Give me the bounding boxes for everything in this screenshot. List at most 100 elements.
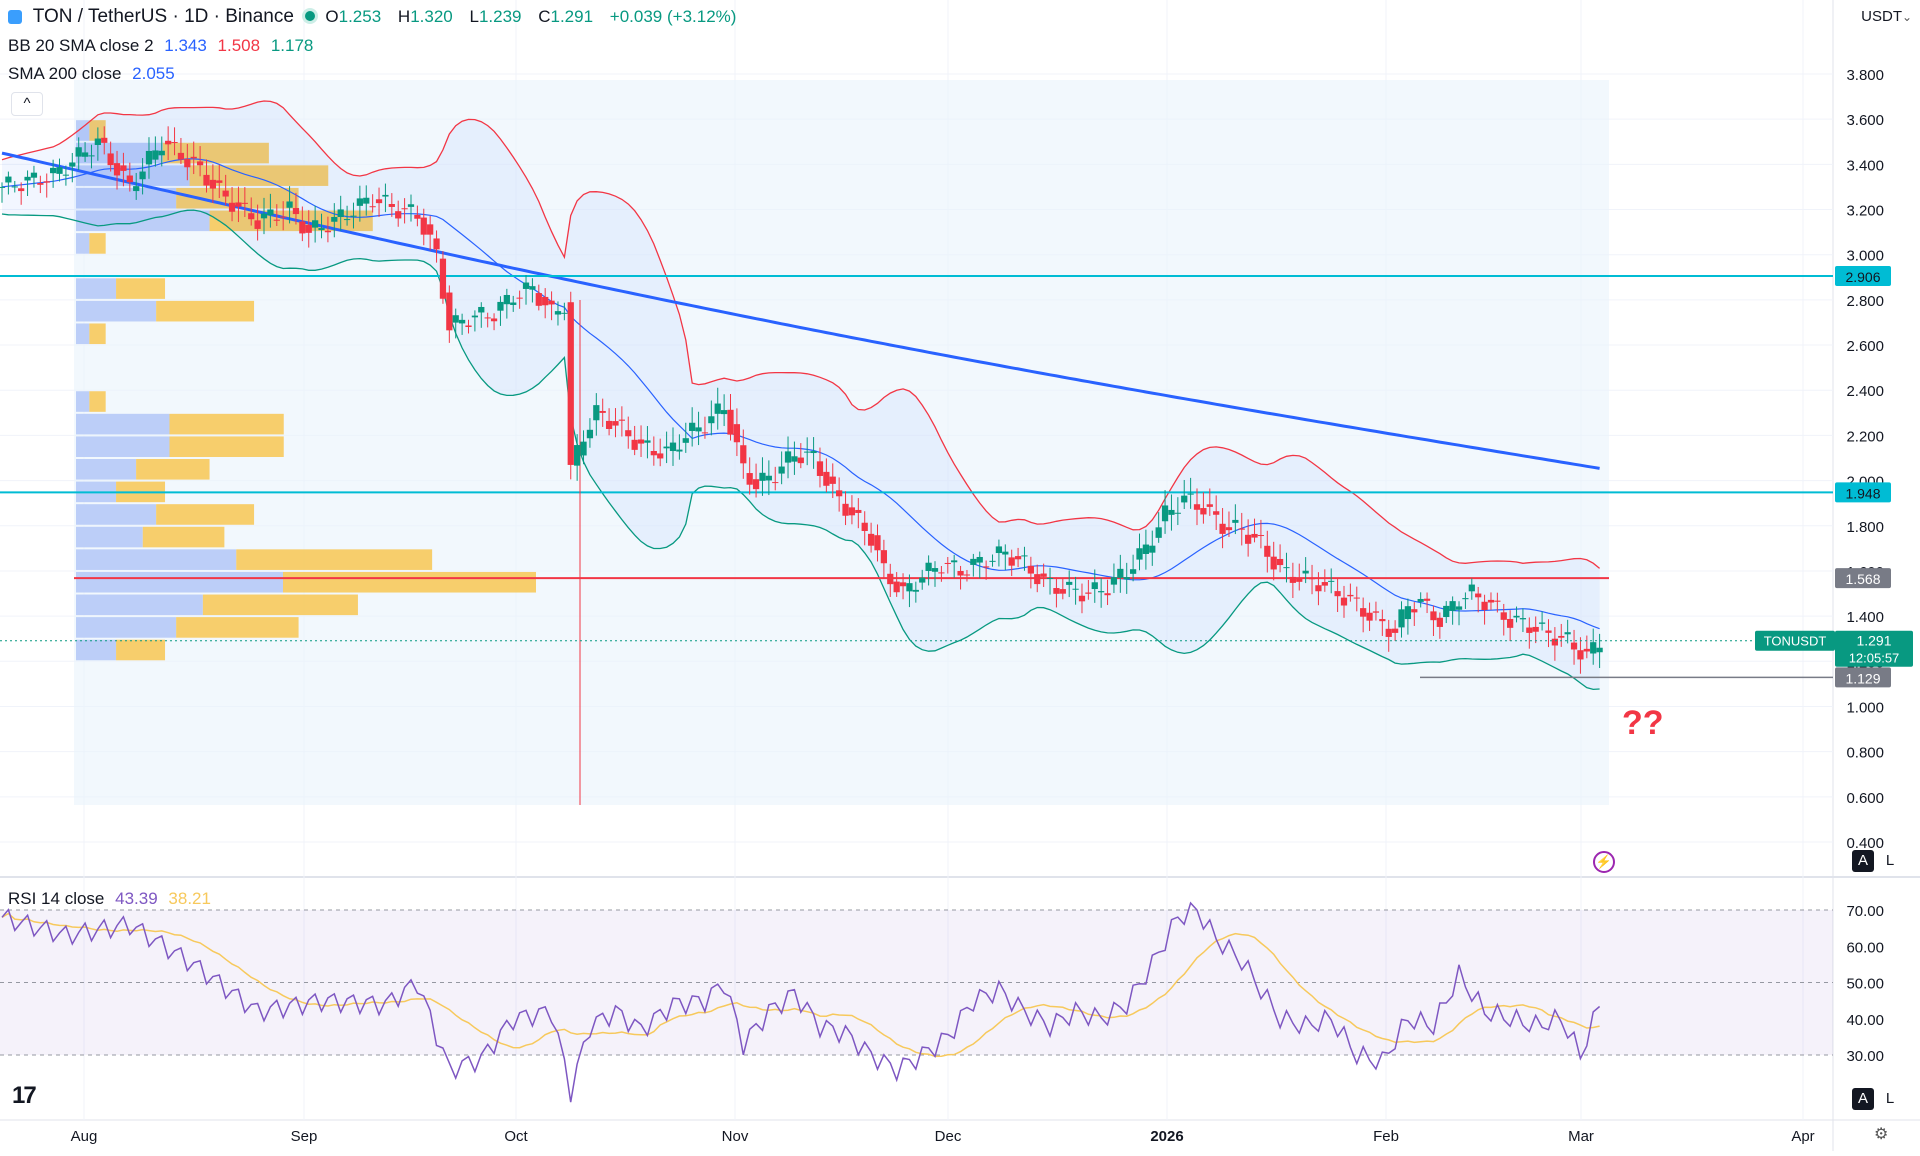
candle-body bbox=[1187, 493, 1194, 495]
rsi-log-scale-button[interactable]: L bbox=[1885, 1090, 1895, 1107]
candle-body bbox=[516, 297, 523, 299]
price-level-tag bbox=[1835, 265, 1891, 286]
tradingview-logo-icon[interactable]: 17 bbox=[12, 1082, 37, 1109]
candle-body bbox=[1570, 642, 1578, 650]
candle-body bbox=[995, 546, 1003, 554]
ohlc-open: O1.253 bbox=[325, 7, 382, 26]
candle-body bbox=[1059, 589, 1066, 594]
candle-body bbox=[1276, 558, 1284, 566]
volume-profile-buy-bar bbox=[76, 459, 137, 480]
candle-body bbox=[695, 427, 702, 432]
candle-body bbox=[899, 582, 907, 587]
price-level-label: 1.948 bbox=[1845, 485, 1880, 501]
candle-body bbox=[631, 439, 638, 450]
candle-body bbox=[1545, 630, 1552, 633]
candle-body bbox=[222, 190, 229, 197]
candle-body bbox=[548, 300, 555, 305]
candle-body bbox=[1251, 533, 1258, 538]
candle-body bbox=[1110, 577, 1118, 585]
candle-body bbox=[43, 181, 50, 183]
candle-body bbox=[887, 573, 894, 585]
rsi-tick-label: 40.00 bbox=[1846, 1012, 1884, 1029]
candle-body bbox=[861, 522, 868, 532]
candle-body bbox=[1213, 511, 1220, 515]
time-tick-label: 2026 bbox=[1150, 1128, 1183, 1145]
symbol-title[interactable]: TON / TetherUS · 1D · Binance bbox=[32, 6, 294, 27]
candle-body bbox=[1340, 597, 1348, 606]
candle-body bbox=[944, 562, 951, 564]
question-annotation: ?? bbox=[1622, 704, 1664, 742]
candle-body bbox=[880, 550, 888, 564]
currency-label[interactable]: USDT bbox=[1861, 8, 1902, 25]
bb-label: BB 20 SMA close 2 bbox=[8, 36, 154, 55]
candle-body bbox=[1321, 582, 1328, 586]
candle-body bbox=[1494, 600, 1501, 602]
candle-body bbox=[1296, 577, 1303, 582]
candle-body bbox=[510, 302, 517, 305]
bb-lower-line bbox=[1, 209, 1600, 691]
bb-lower-value: 1.178 bbox=[270, 36, 314, 55]
last-price-label: 1.291 bbox=[1856, 633, 1891, 649]
rsi-auto-scale-button[interactable]: A bbox=[1852, 1088, 1874, 1110]
candle-body bbox=[446, 292, 453, 331]
price-tick-label: 2.200 bbox=[1846, 428, 1884, 445]
rsi-value: 43.39 bbox=[115, 889, 158, 908]
candle-body bbox=[209, 179, 217, 189]
candle-body bbox=[101, 137, 108, 143]
candle-body bbox=[637, 439, 645, 444]
volume-profile-sell-bar bbox=[116, 278, 166, 299]
candle-body bbox=[228, 202, 236, 212]
candle-body bbox=[158, 150, 165, 156]
time-tick-label: Dec bbox=[935, 1128, 962, 1145]
candle-body bbox=[433, 238, 440, 250]
candle-body bbox=[676, 449, 683, 452]
market-open-dot-icon bbox=[304, 11, 315, 21]
sma-legend[interactable]: SMA 200 close 2.055 bbox=[8, 64, 181, 84]
log-scale-button[interactable]: L bbox=[1885, 852, 1895, 869]
candle-body bbox=[190, 156, 197, 159]
auto-scale-button[interactable]: A bbox=[1852, 850, 1874, 872]
candle-body bbox=[791, 456, 798, 462]
candle-body bbox=[235, 202, 242, 207]
price-level-tag bbox=[1835, 667, 1891, 688]
candle-body bbox=[522, 282, 530, 289]
candle-body bbox=[1142, 544, 1150, 554]
candle-body bbox=[1168, 509, 1175, 515]
price-tick-label: 3.600 bbox=[1846, 112, 1884, 129]
candle-body bbox=[94, 138, 101, 145]
ohlc-close: C1.291 bbox=[538, 7, 594, 26]
price-level-label: 1.568 bbox=[1845, 571, 1880, 587]
volume-profile-buy-bar bbox=[76, 233, 90, 254]
candle-body bbox=[37, 183, 44, 185]
rsi-legend[interactable]: RSI 14 close 43.39 38.21 bbox=[8, 889, 217, 909]
chevron-down-icon[interactable]: ⌄ bbox=[1901, 10, 1912, 24]
candle-body bbox=[312, 220, 319, 228]
volume-profile-range bbox=[74, 80, 1609, 805]
candle-body bbox=[1193, 504, 1201, 510]
candle-body bbox=[50, 167, 57, 174]
candle-body bbox=[484, 317, 491, 319]
exchange-logo-icon[interactable] bbox=[8, 10, 22, 24]
settings-gear-icon[interactable]: ⚙ bbox=[1874, 1126, 1889, 1143]
price-tick-label: 3.200 bbox=[1846, 203, 1884, 220]
bb-legend[interactable]: BB 20 SMA close 2 1.343 1.508 1.178 bbox=[8, 36, 319, 56]
collapse-legend-button[interactable]: ^ bbox=[11, 92, 43, 116]
volume-profile-sell-bar bbox=[136, 459, 210, 480]
candle-body bbox=[1487, 599, 1495, 603]
volume-profile-buy-bar bbox=[76, 300, 157, 322]
candle-body bbox=[963, 574, 971, 576]
volume-profile-buy-bar bbox=[76, 504, 157, 525]
candle-body bbox=[919, 577, 926, 583]
candle-body bbox=[299, 221, 306, 234]
candle-body bbox=[1379, 619, 1386, 622]
candle-body bbox=[1078, 595, 1086, 602]
candle-body bbox=[292, 208, 300, 215]
volume-profile-sell-bar bbox=[176, 617, 299, 638]
lightning-icon[interactable]: ⚡ bbox=[1593, 851, 1615, 873]
candle-body bbox=[746, 473, 753, 485]
candle-body bbox=[1270, 556, 1277, 570]
candle-body bbox=[561, 312, 568, 314]
candle-body bbox=[1002, 551, 1009, 555]
